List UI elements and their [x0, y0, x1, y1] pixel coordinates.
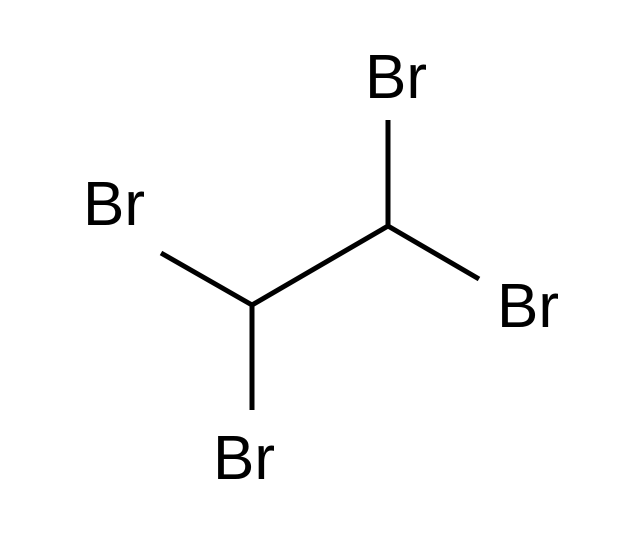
atom-label-br: Br: [365, 43, 427, 112]
bond: [388, 226, 479, 279]
molecule-diagram: Br Br Br Br: [0, 0, 640, 533]
atom-label-br: Br: [83, 170, 145, 239]
bond-group: [161, 120, 479, 410]
bond: [161, 253, 252, 305]
label-group: Br Br Br Br: [83, 43, 559, 493]
atom-label-br: Br: [213, 424, 275, 493]
bond: [252, 226, 388, 305]
atom-label-br: Br: [497, 272, 559, 341]
